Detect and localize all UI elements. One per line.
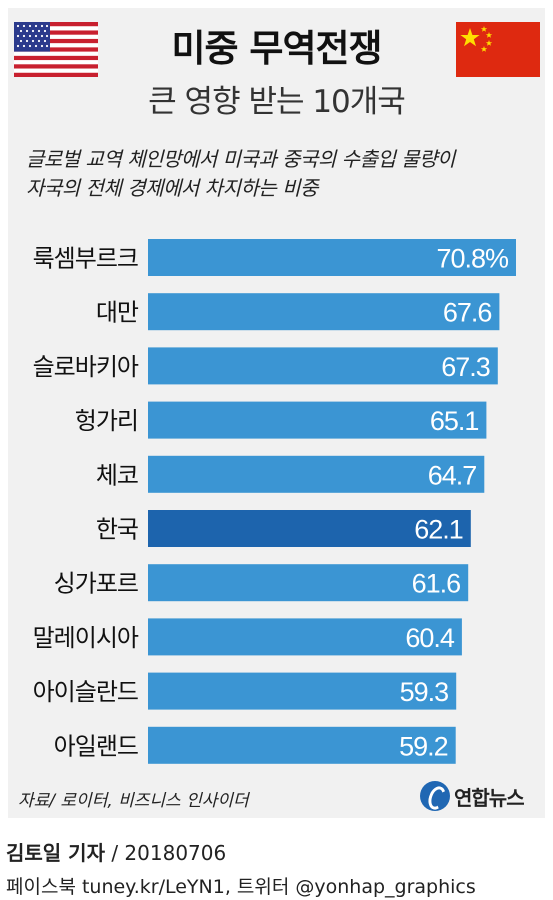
page-title: 미중 무역전쟁 — [171, 27, 382, 70]
value-label: 67.6 — [443, 298, 492, 328]
category-label: 한국 — [96, 516, 138, 544]
logo-text: 연합뉴스 — [454, 785, 525, 810]
category-label: 슬로바키아 — [33, 353, 139, 381]
category-label: 체코 — [96, 461, 138, 489]
value-label: 61.6 — [412, 569, 461, 599]
value-label: 62.1 — [414, 515, 463, 545]
value-label: 70.8% — [436, 244, 509, 274]
bar-8 — [148, 618, 462, 656]
value-label: 67.3 — [441, 352, 490, 382]
yonhap-logo: 연합뉴스 — [420, 779, 525, 813]
bar-3 — [148, 347, 498, 385]
category-label: 아일랜드 — [54, 732, 138, 760]
category-label: 말레이시아 — [33, 624, 139, 652]
publish-date: / 20180706 — [104, 841, 227, 865]
yonhap-logo-icon — [420, 781, 450, 811]
us-flag-icon — [14, 22, 98, 77]
value-label: 60.4 — [405, 623, 455, 653]
bar-6 — [148, 510, 471, 547]
category-label: 헝가리 — [75, 407, 138, 435]
bar-9 — [148, 672, 457, 710]
social-links: 페이스북 tuney.kr/LeYN1, 트위터 @yonhap_graphic… — [6, 876, 476, 898]
china-flag-icon — [456, 22, 540, 77]
chart-description: 글로벌 교역 체인망에서 미국과 중국의 수출입 물량이 자국의 전체 경제에서… — [26, 145, 536, 203]
value-label: 59.3 — [400, 677, 449, 707]
reporter-name: 김토일 기자 — [6, 841, 105, 865]
description-line-1: 글로벌 교역 체인망에서 미국과 중국의 수출입 물량이 — [26, 147, 455, 171]
bar-10 — [148, 726, 456, 764]
category-label: 대만 — [96, 299, 139, 327]
source-note: 자료/ 로이터, 비즈니스 인사이더 — [18, 791, 249, 811]
bar-5 — [148, 455, 485, 493]
category-label: 아이슬란드 — [33, 678, 138, 706]
bar-7 — [148, 564, 469, 602]
value-label: 59.2 — [399, 731, 448, 761]
bar-4 — [148, 401, 487, 439]
description-line-2: 자국의 전체 경제에서 차지하는 비중 — [26, 176, 318, 200]
value-label: 64.7 — [428, 460, 477, 490]
bar-1 — [148, 239, 516, 276]
value-label: 65.1 — [430, 406, 479, 436]
page-subtitle: 큰 영향 받는 10개국 — [148, 84, 406, 120]
bar-2 — [148, 293, 500, 331]
category-label: 룩셈부르크 — [33, 245, 138, 273]
byline: 김토일 기자 / 20180706 — [6, 837, 226, 866]
category-label: 싱가포르 — [54, 570, 138, 598]
